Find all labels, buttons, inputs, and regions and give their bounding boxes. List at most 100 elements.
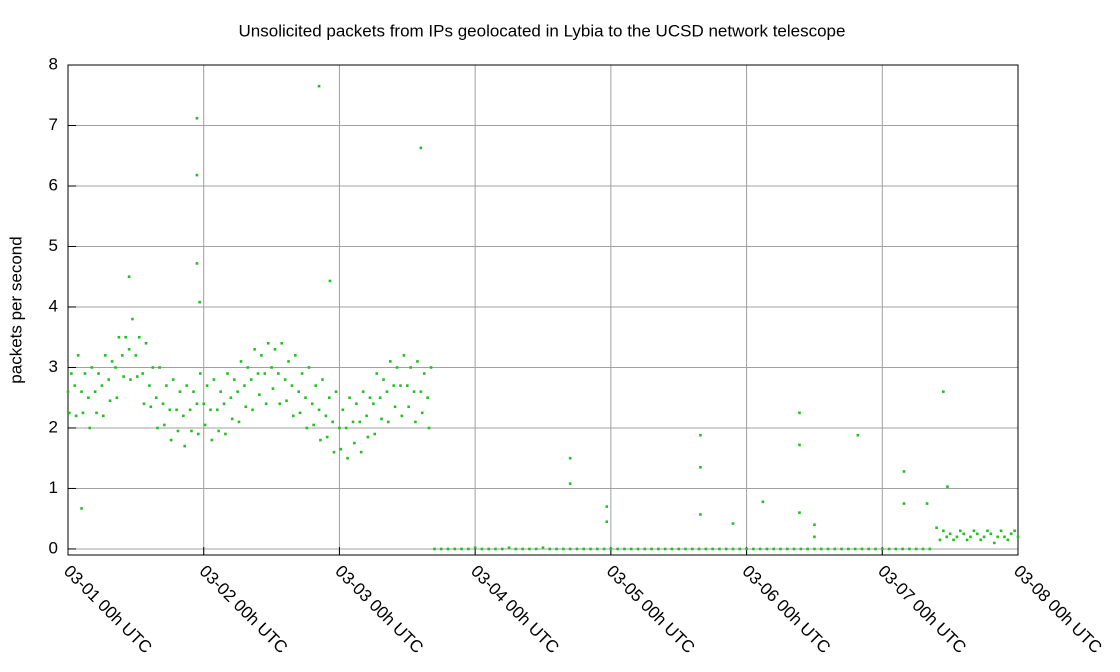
point xyxy=(277,372,280,375)
point xyxy=(258,393,261,396)
point xyxy=(752,547,755,551)
point xyxy=(819,547,823,551)
point xyxy=(405,384,409,387)
point xyxy=(670,547,674,551)
point xyxy=(81,411,85,415)
point xyxy=(385,390,389,393)
point xyxy=(346,456,349,460)
point xyxy=(392,384,396,387)
y-tick-label: 6 xyxy=(49,175,58,194)
point xyxy=(460,547,463,551)
point xyxy=(358,420,362,424)
point xyxy=(205,384,209,387)
point xyxy=(972,529,976,533)
point xyxy=(785,547,789,551)
point xyxy=(731,547,735,551)
point xyxy=(731,522,735,525)
point xyxy=(806,547,809,551)
y-tick-label: 5 xyxy=(49,236,58,255)
point xyxy=(856,433,860,437)
point xyxy=(237,420,241,424)
y-tick-label: 3 xyxy=(49,357,58,376)
point xyxy=(188,408,192,412)
point xyxy=(942,529,945,533)
point xyxy=(541,546,545,550)
point xyxy=(348,396,351,400)
point xyxy=(562,547,565,551)
x-tick-label: 03-03 00h UTC xyxy=(331,562,427,658)
point xyxy=(120,354,124,357)
point xyxy=(107,378,111,381)
point xyxy=(212,378,216,381)
point xyxy=(761,500,765,504)
point xyxy=(264,402,268,406)
point xyxy=(361,390,365,393)
point xyxy=(887,547,891,551)
point xyxy=(677,547,681,551)
point xyxy=(407,405,410,409)
point xyxy=(270,366,273,369)
point xyxy=(202,402,206,406)
point xyxy=(902,502,906,505)
point xyxy=(874,547,877,551)
point xyxy=(83,372,87,375)
point xyxy=(110,360,114,363)
point xyxy=(117,335,121,339)
point xyxy=(312,423,315,427)
point xyxy=(657,547,660,551)
chart-title: Unsolicited packets from IPs geolocated … xyxy=(239,21,846,40)
point xyxy=(232,378,236,381)
point xyxy=(127,348,131,351)
point xyxy=(699,513,702,516)
x-tick-label: 03-05 00h UTC xyxy=(603,562,699,658)
point xyxy=(568,456,572,460)
point xyxy=(287,360,290,363)
point xyxy=(280,341,284,345)
point xyxy=(224,432,227,436)
point xyxy=(1003,535,1006,539)
point xyxy=(161,402,165,406)
point xyxy=(609,547,613,551)
point xyxy=(314,384,317,387)
point xyxy=(341,408,345,412)
point xyxy=(453,547,457,551)
point xyxy=(359,450,363,454)
point xyxy=(373,432,377,436)
point xyxy=(230,417,234,421)
point xyxy=(239,360,243,363)
point xyxy=(115,396,119,400)
point xyxy=(195,262,199,265)
point xyxy=(880,547,884,551)
point xyxy=(636,547,640,551)
point xyxy=(217,429,220,433)
point xyxy=(134,354,138,357)
point xyxy=(338,426,341,430)
point xyxy=(393,405,397,409)
point xyxy=(945,535,949,539)
point xyxy=(389,360,392,363)
point xyxy=(935,526,938,530)
point xyxy=(317,84,321,88)
point xyxy=(860,547,864,551)
point xyxy=(745,547,748,551)
point xyxy=(73,384,77,387)
point xyxy=(219,390,222,393)
y-tick-label: 1 xyxy=(49,478,58,497)
point xyxy=(95,411,98,415)
point xyxy=(243,384,246,387)
point xyxy=(66,390,70,393)
point xyxy=(699,465,702,469)
point xyxy=(101,414,105,418)
point xyxy=(938,538,942,542)
point xyxy=(256,372,260,375)
point xyxy=(366,435,370,439)
point xyxy=(399,384,402,387)
point xyxy=(992,541,996,545)
point xyxy=(1009,532,1013,536)
point xyxy=(351,420,355,424)
point xyxy=(595,547,599,551)
point xyxy=(500,547,504,551)
point xyxy=(902,470,906,473)
point xyxy=(229,396,233,400)
point xyxy=(290,384,294,387)
